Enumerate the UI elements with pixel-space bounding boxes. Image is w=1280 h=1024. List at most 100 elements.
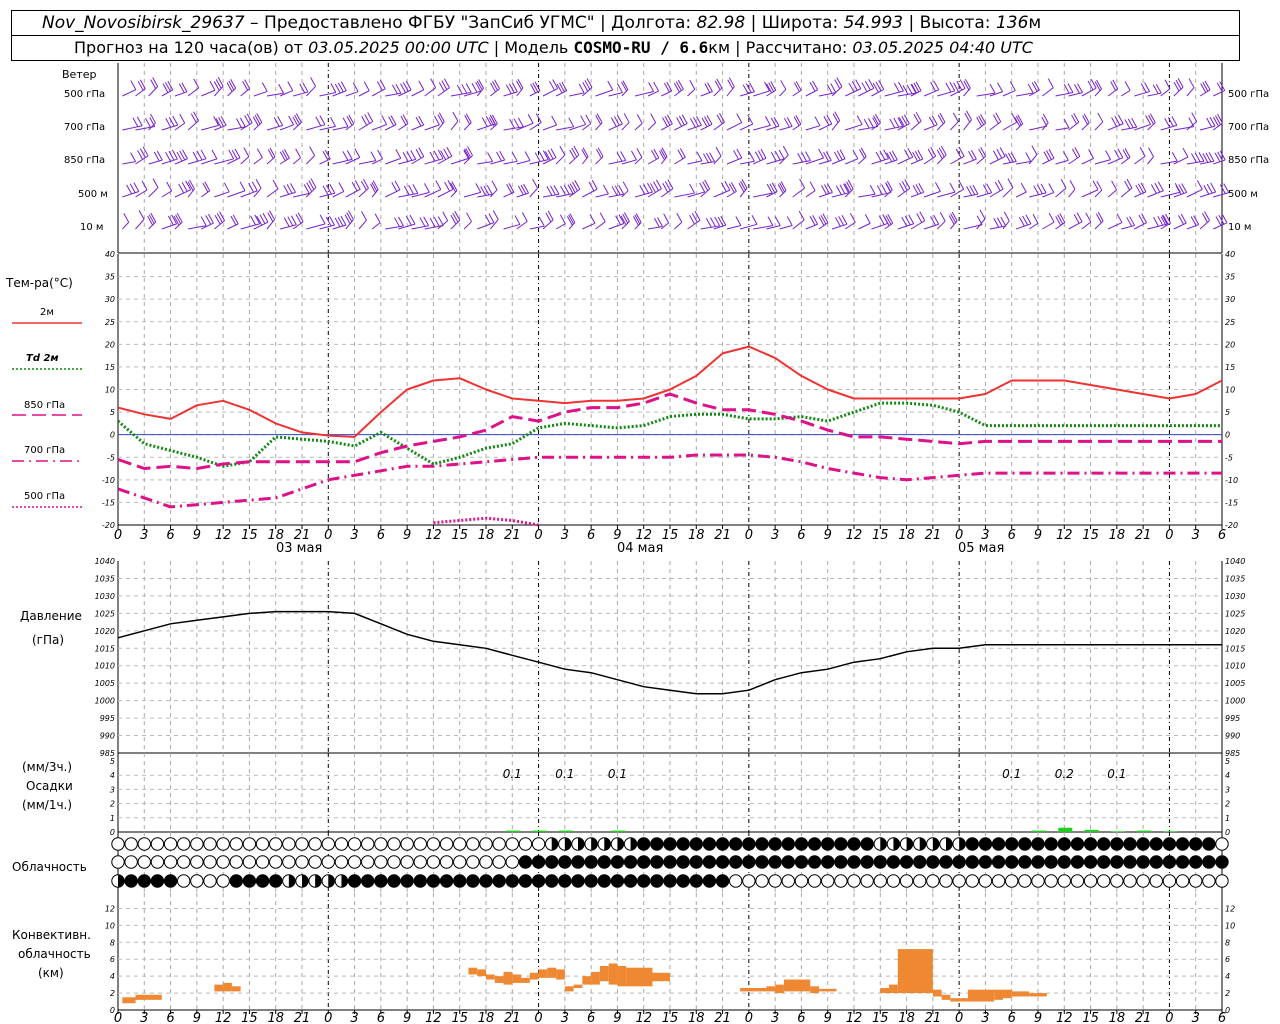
cloud-symbol bbox=[584, 837, 598, 851]
wind-barb-feather bbox=[582, 147, 589, 157]
time-tick-bottom-2: 6 bbox=[166, 1011, 174, 1024]
wind-barb-feather bbox=[306, 182, 313, 192]
wind-barb-staff bbox=[463, 191, 481, 198]
cloud-circle bbox=[282, 855, 296, 869]
wind-barb-feather bbox=[1122, 149, 1129, 160]
wind-barb-staff bbox=[161, 124, 178, 131]
wind-barb-feather bbox=[226, 82, 233, 92]
wind-barb-staff bbox=[450, 219, 461, 230]
wind-barb-staff bbox=[963, 87, 971, 97]
wind-barb-staff bbox=[1160, 191, 1181, 198]
cloud-symbol bbox=[1057, 837, 1071, 851]
wind-barb-feather bbox=[976, 117, 983, 127]
wind-barb-staff bbox=[292, 157, 301, 165]
wind-barb-feather bbox=[461, 84, 468, 94]
cloud-symbol bbox=[334, 837, 349, 851]
cloud-circle bbox=[886, 874, 901, 888]
wind-barb-feather bbox=[294, 114, 301, 125]
wind-barb-feather bbox=[239, 181, 246, 191]
time-tick-bottom-21: 15 bbox=[662, 1011, 679, 1024]
wind-barb-feather bbox=[402, 82, 409, 92]
wind-barb-staff bbox=[148, 221, 157, 230]
wind-barb-feather bbox=[235, 118, 242, 128]
wind-barb-feather bbox=[1219, 150, 1226, 161]
wind-barb-staff bbox=[292, 122, 302, 131]
cloud-symbol bbox=[426, 874, 441, 888]
wind-barb-feather bbox=[535, 113, 542, 123]
wind-barb-staff bbox=[529, 122, 542, 131]
wind-barb-feather bbox=[701, 117, 708, 128]
wind-barb-staff bbox=[1134, 123, 1151, 131]
wind-barb-feather bbox=[876, 185, 883, 195]
cloud-symbol bbox=[1097, 855, 1111, 869]
wind-barb-staff bbox=[831, 223, 848, 230]
wind-barb-staff bbox=[1068, 92, 1083, 97]
wind-barb-feather bbox=[556, 83, 563, 94]
time-tick-1: 3 bbox=[140, 528, 148, 543]
time-tick-bottom-26: 6 bbox=[797, 1011, 805, 1024]
wind-barb-staff bbox=[371, 222, 381, 230]
wind-barb-feather bbox=[844, 183, 851, 193]
wind-barb-feather bbox=[367, 112, 374, 122]
temp-ytick-right-40: 40 bbox=[1225, 250, 1235, 259]
time-tick-24: 0 bbox=[745, 528, 753, 543]
wind-barb-feather bbox=[770, 117, 777, 128]
cloud-circle bbox=[1110, 874, 1124, 888]
wind-barb-feather bbox=[415, 148, 422, 159]
wind-barb-feather bbox=[875, 81, 882, 92]
cloud-symbol bbox=[308, 855, 322, 869]
convective-bar-8 bbox=[494, 976, 504, 983]
temp-ytick-left-0: 0 bbox=[110, 431, 115, 440]
cloud-symbol bbox=[1189, 837, 1203, 851]
wind-barb-feather bbox=[568, 117, 575, 128]
wind-barb-staff bbox=[477, 193, 493, 198]
wind-barb-feather bbox=[395, 149, 402, 159]
wind-barb-feather bbox=[793, 82, 800, 92]
wind-barb-feather bbox=[351, 181, 358, 192]
cloud-circle bbox=[821, 855, 835, 869]
wind-barb-feather bbox=[348, 114, 355, 125]
alt-value: 136 bbox=[995, 13, 1029, 33]
cloud-symbol bbox=[203, 855, 217, 869]
time-tick-bottom-24: 0 bbox=[745, 1011, 753, 1024]
cloud-symbol bbox=[807, 874, 822, 888]
time-tick-33: 3 bbox=[981, 528, 989, 543]
wind-barb-feather bbox=[450, 182, 457, 193]
lat-value: 54.993 bbox=[843, 13, 904, 33]
wind-barb-feather bbox=[1059, 213, 1066, 223]
wind-barb-feather bbox=[1155, 83, 1162, 94]
wind-barb-feather bbox=[786, 216, 793, 226]
conv-ytick-right-4: 4 bbox=[1225, 972, 1230, 981]
cloud-half bbox=[630, 837, 637, 851]
wind-barb-feather bbox=[1114, 115, 1121, 126]
wind-barb-staff bbox=[1002, 160, 1017, 165]
wind-barb-feather bbox=[1076, 212, 1083, 222]
wind-barb-feather bbox=[578, 83, 585, 94]
wind-barb-feather bbox=[1090, 78, 1097, 89]
wind-barb-feather bbox=[898, 81, 904, 92]
cloud-symbol bbox=[282, 837, 296, 851]
time-tick-27: 9 bbox=[824, 528, 832, 543]
wind-barb-feather bbox=[898, 117, 905, 127]
conv-unit: (км) bbox=[38, 966, 64, 980]
wind-barb-staff bbox=[411, 156, 425, 165]
time-tick-42: 6 bbox=[1218, 528, 1226, 543]
cloud-circle bbox=[308, 855, 322, 869]
wind-barb-feather bbox=[931, 115, 938, 126]
cloud-half bbox=[564, 837, 572, 851]
convective-bar-28 bbox=[783, 979, 811, 992]
cloud-circle bbox=[479, 855, 493, 869]
wind-barb-feather bbox=[1097, 211, 1104, 222]
cloud-symbol bbox=[886, 874, 901, 888]
pressure-title: Давление bbox=[20, 609, 82, 623]
cloud-symbol bbox=[1110, 855, 1124, 869]
temp-ytick-right-30: 30 bbox=[1225, 295, 1235, 304]
wind-barb-feather bbox=[1204, 211, 1210, 221]
cloud-circle bbox=[269, 837, 283, 851]
wind-barb-staff bbox=[122, 221, 130, 230]
wind-barb-feather bbox=[908, 214, 915, 225]
wind-barb-feather bbox=[433, 217, 440, 227]
wind-barb-feather bbox=[749, 82, 755, 92]
conv-ytick-left-2: 2 bbox=[110, 989, 115, 998]
wind-barb-feather bbox=[506, 184, 513, 194]
